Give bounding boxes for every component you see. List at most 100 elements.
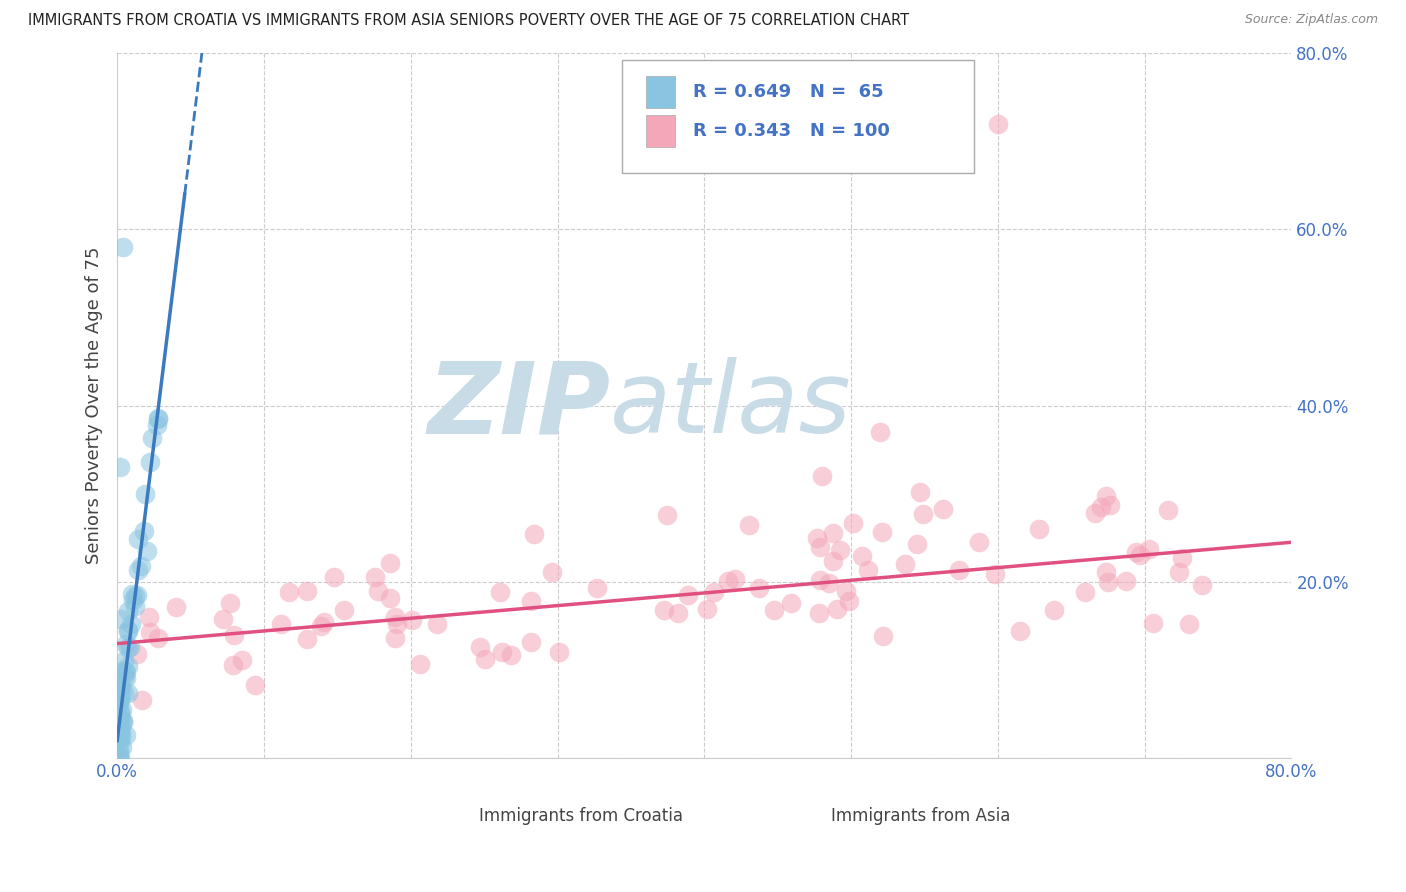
Point [110, 665, 132, 679]
Point [314, 615, 336, 629]
Text: Source: ZipAtlas.com: Source: ZipAtlas.com [1244, 13, 1378, 27]
Point [295, 632, 318, 646]
Point [378, 556, 401, 570]
Point [523, 527, 546, 541]
Point [121, 587, 143, 601]
Point [110, 730, 132, 744]
Point [115, 665, 138, 679]
Point [129, 558, 152, 573]
Point [108, 698, 131, 712]
Point [270, 616, 292, 631]
Point [112, 670, 135, 684]
Point [108, 694, 131, 708]
Point [378, 591, 401, 606]
Point [717, 574, 740, 588]
Point [489, 585, 512, 599]
Point [967, 535, 990, 549]
Point [541, 566, 564, 580]
Point [808, 573, 831, 587]
Point [1115, 574, 1137, 588]
Point [110, 611, 132, 625]
Point [426, 616, 449, 631]
Point [107, 721, 129, 735]
Point [146, 418, 169, 433]
Point [222, 658, 245, 673]
Point [828, 542, 851, 557]
Point [222, 627, 245, 641]
Point [107, 685, 129, 699]
Point [586, 581, 609, 595]
Point [127, 647, 149, 661]
Point [384, 632, 406, 646]
Point [108, 710, 131, 724]
Point [856, 563, 879, 577]
Point [872, 629, 894, 643]
Point [501, 648, 523, 663]
Point [117, 641, 139, 656]
Point [110, 712, 132, 726]
Point [107, 726, 129, 740]
Point [112, 654, 135, 668]
Point [1043, 603, 1066, 617]
Point [118, 640, 141, 654]
Point [1090, 500, 1112, 514]
Point [835, 583, 858, 598]
Point [1097, 575, 1119, 590]
Point [1171, 551, 1194, 566]
Point [491, 645, 513, 659]
Point [1095, 566, 1118, 580]
Point [806, 531, 828, 545]
Bar [799, 807, 820, 825]
Point [779, 596, 801, 610]
Text: IMMIGRANTS FROM CROATIA VS IMMIGRANTS FROM ASIA SENIORS POVERTY OVER THE AGE OF : IMMIGRANTS FROM CROATIA VS IMMIGRANTS FR… [28, 13, 910, 29]
Point [117, 623, 139, 637]
Point [125, 588, 148, 602]
Point [108, 706, 131, 721]
Point [127, 563, 149, 577]
Point [821, 554, 844, 568]
Point [297, 583, 319, 598]
Text: atlas: atlas [610, 357, 852, 454]
Point [110, 686, 132, 700]
Point [762, 603, 785, 617]
Point [117, 658, 139, 673]
Bar [645, 76, 675, 108]
Point [851, 549, 873, 563]
Point [124, 599, 146, 614]
Point [666, 606, 689, 620]
Point [401, 613, 423, 627]
Point [1177, 616, 1199, 631]
Point [696, 601, 718, 615]
Point [108, 734, 131, 748]
Text: Immigrants from Croatia: Immigrants from Croatia [479, 807, 683, 825]
Point [139, 455, 162, 469]
Point [810, 469, 832, 483]
Point [1142, 616, 1164, 631]
Point [818, 576, 841, 591]
Y-axis label: Seniors Poverty Over the Age of 75: Seniors Poverty Over the Age of 75 [86, 247, 103, 565]
Point [112, 240, 135, 254]
Point [520, 593, 543, 607]
Point [132, 524, 155, 538]
Point [367, 584, 389, 599]
Point [409, 657, 432, 671]
Point [474, 652, 496, 666]
Point [807, 606, 830, 620]
Point [278, 585, 301, 599]
Point [384, 610, 406, 624]
Point [108, 749, 131, 764]
Point [110, 680, 132, 694]
Point [127, 533, 149, 547]
Point [1028, 522, 1050, 536]
Point [148, 411, 170, 425]
Point [520, 634, 543, 648]
Point [108, 692, 131, 706]
Point [323, 569, 346, 583]
Point [219, 596, 242, 610]
Point [134, 487, 156, 501]
Point [107, 742, 129, 756]
Point [984, 567, 1007, 582]
Point [107, 747, 129, 761]
Point [121, 592, 143, 607]
Point [827, 602, 849, 616]
